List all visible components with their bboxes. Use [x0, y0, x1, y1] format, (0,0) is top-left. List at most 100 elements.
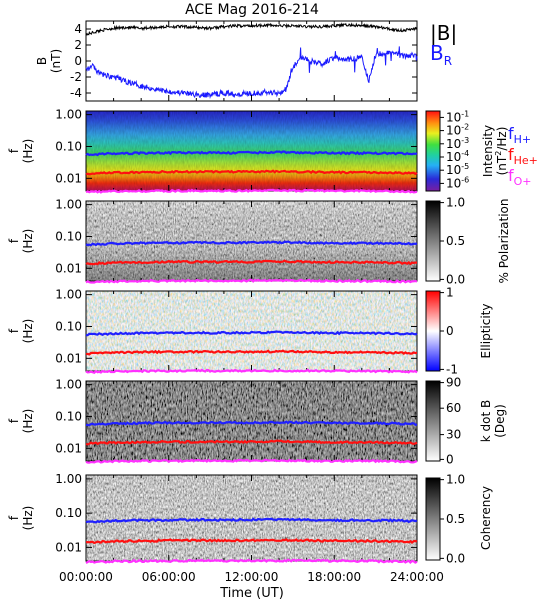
freq-tick-label: 0.10	[55, 229, 82, 243]
gyro-legend-symbol: f	[508, 145, 514, 164]
time-tick-label: 24:00:00	[390, 570, 444, 584]
colorbar-tick-base: 10	[446, 163, 461, 177]
panel-polarization: 1.0 0.5 0.0 % Polarization	[85, 196, 511, 286]
gyro-line-f-O	[85, 558, 418, 565]
colorbar-tick-base: 10	[446, 110, 461, 124]
polarization-colorbar-label: % Polarization	[497, 199, 511, 284]
b-ylabel-top: B	[35, 57, 49, 65]
gyro-legend: fH+fHe+fO+	[508, 124, 538, 188]
colorbar-tick-label: 10-2	[446, 123, 469, 138]
intensity-colorbar	[425, 110, 441, 192]
colorbar-tick-label: 1	[446, 286, 454, 300]
colorbar-tick-base: 10	[446, 124, 461, 138]
coherency-texture	[86, 475, 417, 561]
gyro-line-f-O	[85, 278, 418, 284]
ellipticity-colorbar-label: Ellipticity	[479, 304, 493, 359]
gyro-line-f-H	[85, 517, 418, 524]
panel-magnetic-field: 4 2 0 -2 -4 B (nT) |B| BR	[35, 20, 457, 102]
colorbar-tick-base: 10	[446, 150, 461, 164]
gyro-line-f-H	[85, 240, 418, 247]
freq-tick-label: 0.01	[55, 540, 82, 554]
gyro-line-f-He	[85, 349, 418, 356]
time-tick-label: 12:00:00	[225, 570, 279, 584]
colorbar-tick-label: 10-1	[446, 109, 469, 124]
colorbar-tick-exponent: -3	[461, 136, 469, 145]
gyro-line-f-He	[85, 169, 418, 176]
time-tick-label: 18:00:00	[307, 570, 361, 584]
gyro-legend-item: fO+	[508, 166, 532, 188]
colorbar-tick-label: 1.0	[446, 196, 465, 210]
freq-tick-label: 1.00	[55, 288, 82, 302]
gyro-line-f-He	[85, 439, 418, 446]
freq-axis-label: f	[7, 238, 21, 243]
gyro-line-f-O	[85, 188, 418, 194]
kdotb-colorbar-unit: (Deg)	[493, 404, 507, 438]
freq-axis-unit: (Hz)	[21, 506, 35, 531]
gyro-legend-subscript: O+	[514, 175, 532, 188]
gyro-line-f-He	[85, 259, 417, 266]
time-axis: 00:00:00 06:00:00 12:00:00 18:00:00 24:00:00	[59, 570, 444, 584]
intensity-colorbar-unit: (nT2/Hz)	[494, 127, 509, 176]
intensity-colorbar-ticks: 10-110-210-310-410-510-6	[440, 109, 469, 190]
gyro-line-f-H	[85, 150, 418, 157]
freq-tick-label: 0.01	[55, 351, 82, 365]
colorbar-tick-label: 10-3	[446, 136, 469, 151]
colorbar-tick-base: 10	[446, 137, 461, 151]
colorbar-tick-label: 10-5	[446, 162, 469, 177]
colorbar-tick-label: 10-6	[446, 175, 469, 190]
gyro-legend-subscript: H+	[514, 133, 532, 146]
freq-tick-label: 0.01	[55, 441, 82, 455]
gyro-legend-item: fHe+	[508, 145, 538, 167]
freq-axis-label: f	[7, 148, 21, 153]
freq-tick-label: 0.10	[55, 506, 82, 520]
panel-k-dot-b: 90 60 30 0 k dot B (Deg)	[85, 376, 507, 466]
b-ylabel-bottom: (nT)	[49, 49, 63, 73]
panel-ellipticity: 1 0 -1 Ellipticity	[85, 286, 493, 376]
time-tick-label: 06:00:00	[142, 570, 196, 584]
colorbar-tick-label: 10-4	[446, 149, 469, 164]
colorbar-tick-label: 0	[446, 452, 454, 466]
gyro-legend-symbol: f	[508, 124, 514, 143]
gyro-legend-item: fH+	[508, 124, 531, 146]
b-ytick-label: 4	[74, 22, 82, 36]
time-tick-label: 00:00:00	[59, 570, 113, 584]
gyro-line-f-O	[85, 458, 418, 464]
colorbar-tick-exponent: -6	[461, 175, 469, 184]
colorbar-tick-exponent: -2	[461, 123, 469, 132]
kdotb-colorbar	[425, 380, 441, 462]
time-axis-label: Time (UT)	[219, 586, 284, 600]
freq-tick-label: 0.10	[55, 319, 82, 333]
colorbar-tick-label: 0.5	[446, 512, 465, 526]
freq-axis-label: f	[7, 418, 21, 423]
b-ytick-label: -4	[70, 86, 82, 100]
colorbar-tick-label: 90	[446, 376, 461, 390]
panel-intensity: 10-110-210-310-410-510-6 Intensity (nT2/…	[85, 109, 538, 192]
polarization-colorbar	[425, 200, 441, 282]
freq-tick-label: 0.10	[55, 409, 82, 423]
b-ytick-label: 0	[74, 54, 82, 68]
freq-axis-unit: (Hz)	[21, 139, 35, 164]
intensity-colorbar-label: Intensity	[481, 125, 495, 177]
b-yticks: 4 2 0 -2 -4	[70, 21, 418, 101]
freq-tick-label: 1.00	[55, 108, 82, 122]
freq-tick-label: 0.01	[55, 171, 82, 185]
ellipticity-colorbar	[425, 290, 441, 372]
colorbar-tick-label: -1	[446, 362, 458, 376]
intensity-texture	[86, 111, 417, 191]
plot-frame-b	[85, 20, 418, 102]
b-ytick-label: 2	[74, 38, 82, 52]
ellipticity-colorbar-ticks: 1 0 -1	[440, 286, 458, 376]
gyro-line-f-O	[85, 368, 418, 374]
freq-axis-unit: (Hz)	[21, 319, 35, 344]
gyrofrequency-lines	[85, 150, 418, 565]
colorbar-tick-label: 0.5	[446, 234, 465, 248]
colorbar-tick-base: 10	[446, 176, 461, 190]
spectral-panels: 10-110-210-310-410-510-6 Intensity (nT2/…	[85, 109, 538, 565]
colorbar-tick-label: 60	[446, 401, 461, 415]
colorbar-tick-label: 0	[446, 324, 454, 338]
colorbar-tick-label: 0.0	[446, 272, 465, 286]
b-ytick-label: -2	[70, 70, 82, 84]
colorbar-tick-label: 30	[446, 428, 461, 442]
colorbar-tick-exponent: -4	[461, 149, 469, 158]
